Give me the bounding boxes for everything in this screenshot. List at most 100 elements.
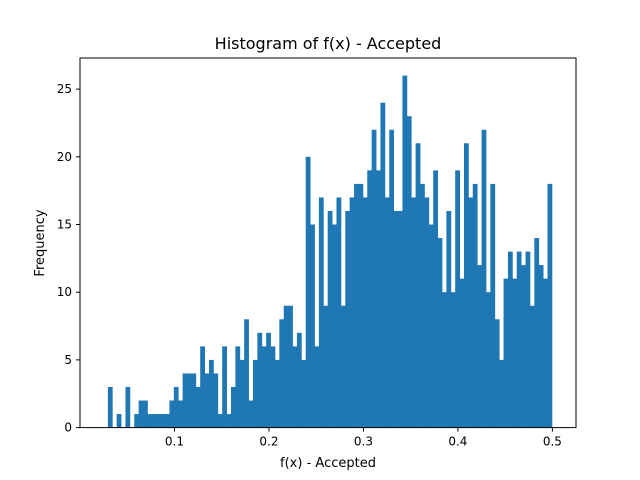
histogram-bar xyxy=(494,319,500,428)
histogram-bar xyxy=(204,373,210,428)
histogram-bar xyxy=(446,210,452,428)
histogram-bar xyxy=(477,265,482,428)
histogram-bar xyxy=(499,359,504,428)
x-tick-label: 0.4 xyxy=(448,435,467,449)
histogram-bar xyxy=(226,414,232,428)
histogram-bar xyxy=(459,278,465,428)
histogram-bar xyxy=(376,170,381,428)
histogram-bar xyxy=(358,183,364,428)
histogram-bar xyxy=(398,210,403,428)
histogram-bar xyxy=(411,197,417,428)
histogram-bar xyxy=(217,414,223,428)
histogram-bar xyxy=(503,278,509,428)
histogram-bar xyxy=(393,210,399,428)
histogram-bar xyxy=(424,197,430,428)
histogram-bar xyxy=(336,197,342,428)
histogram-bar xyxy=(512,278,518,428)
histogram-bar xyxy=(547,183,553,428)
y-tick-label: 5 xyxy=(64,353,72,367)
histogram-bar xyxy=(151,414,157,428)
histogram-bar xyxy=(173,386,179,428)
y-tick-label: 10 xyxy=(57,285,72,299)
histogram-bar xyxy=(420,183,425,428)
histogram-bar xyxy=(310,224,315,428)
histogram-bar xyxy=(208,359,214,428)
histogram-bar xyxy=(485,292,491,428)
histogram-bar xyxy=(402,75,408,428)
histogram-bar xyxy=(147,414,153,428)
histogram-bar xyxy=(529,305,535,428)
histogram-bar xyxy=(538,265,544,428)
histogram-bar xyxy=(349,197,355,428)
plot-frame xyxy=(79,57,577,429)
histogram-bar xyxy=(125,386,131,428)
x-tick-label: 0.3 xyxy=(354,435,373,449)
x-axis-label: f(x) - Accepted xyxy=(280,456,376,471)
histogram-bar xyxy=(380,102,386,428)
bars-group xyxy=(107,75,553,428)
histogram-bar xyxy=(235,346,241,428)
histogram-bar xyxy=(138,400,144,428)
histogram-bar xyxy=(389,129,395,428)
histogram-bar xyxy=(116,414,122,428)
histogram-bar xyxy=(182,373,188,428)
x-axis: 0.1 0.2 0.3 0.4 0.5 xyxy=(165,427,562,449)
histogram-bar xyxy=(296,332,302,428)
histogram-bar xyxy=(274,359,280,428)
y-tick-label: 0 xyxy=(64,421,72,435)
histogram-bar xyxy=(292,346,298,428)
histogram-bar xyxy=(490,183,496,428)
histogram-bar xyxy=(143,400,148,428)
histogram-bar xyxy=(200,346,205,428)
histogram-bar xyxy=(463,143,469,428)
histogram-bar xyxy=(332,224,337,428)
histogram-bar xyxy=(195,386,201,428)
histogram-bar xyxy=(248,400,254,428)
histogram-bar xyxy=(156,414,162,428)
histogram-bar xyxy=(213,373,219,428)
histogram-bar xyxy=(442,292,447,428)
chart-title: Histogram of f(x) - Accepted xyxy=(215,34,442,53)
histogram-bar xyxy=(160,414,166,428)
histogram-bar xyxy=(543,278,548,428)
x-tick-label: 0.5 xyxy=(543,435,562,449)
histogram-bar xyxy=(169,400,175,428)
x-tick-label: 0.1 xyxy=(165,435,184,449)
histogram-bar xyxy=(450,292,456,428)
y-axis: 0 5 10 15 20 25 xyxy=(57,82,80,435)
histogram-bar xyxy=(468,197,474,428)
histogram-bar xyxy=(428,224,434,428)
histogram-bar xyxy=(472,183,478,428)
y-tick-label: 25 xyxy=(57,82,72,96)
y-axis-label: Frequency xyxy=(33,209,48,276)
histogram-bar xyxy=(406,116,412,428)
histogram-bar xyxy=(323,305,329,428)
histogram-bar xyxy=(367,170,373,428)
x-tick-label: 0.2 xyxy=(259,435,278,449)
histogram-bar xyxy=(534,238,540,428)
histogram-bar xyxy=(191,373,197,428)
histogram-bar xyxy=(252,359,258,428)
histogram-bar xyxy=(266,332,271,428)
histogram-bar xyxy=(525,251,531,428)
histogram-bar xyxy=(261,346,267,428)
histogram-bar xyxy=(516,251,522,428)
histogram-bar xyxy=(283,305,289,428)
histogram-bar xyxy=(187,373,192,428)
histogram-bar xyxy=(327,210,333,428)
histogram-bar xyxy=(230,386,236,428)
y-tick-label: 20 xyxy=(57,150,72,164)
histogram-bar xyxy=(433,170,439,428)
histogram-bar xyxy=(165,414,170,428)
histogram-bar xyxy=(222,346,227,428)
histogram-bar xyxy=(455,170,460,428)
histogram-bar xyxy=(354,183,359,428)
histogram-bar xyxy=(270,346,276,428)
histogram-bar xyxy=(107,386,113,428)
histogram-bar xyxy=(345,210,351,428)
histogram-bar xyxy=(340,305,346,428)
histogram-bar xyxy=(314,346,320,428)
histogram-bar xyxy=(362,197,368,428)
histogram-bar xyxy=(415,143,421,428)
